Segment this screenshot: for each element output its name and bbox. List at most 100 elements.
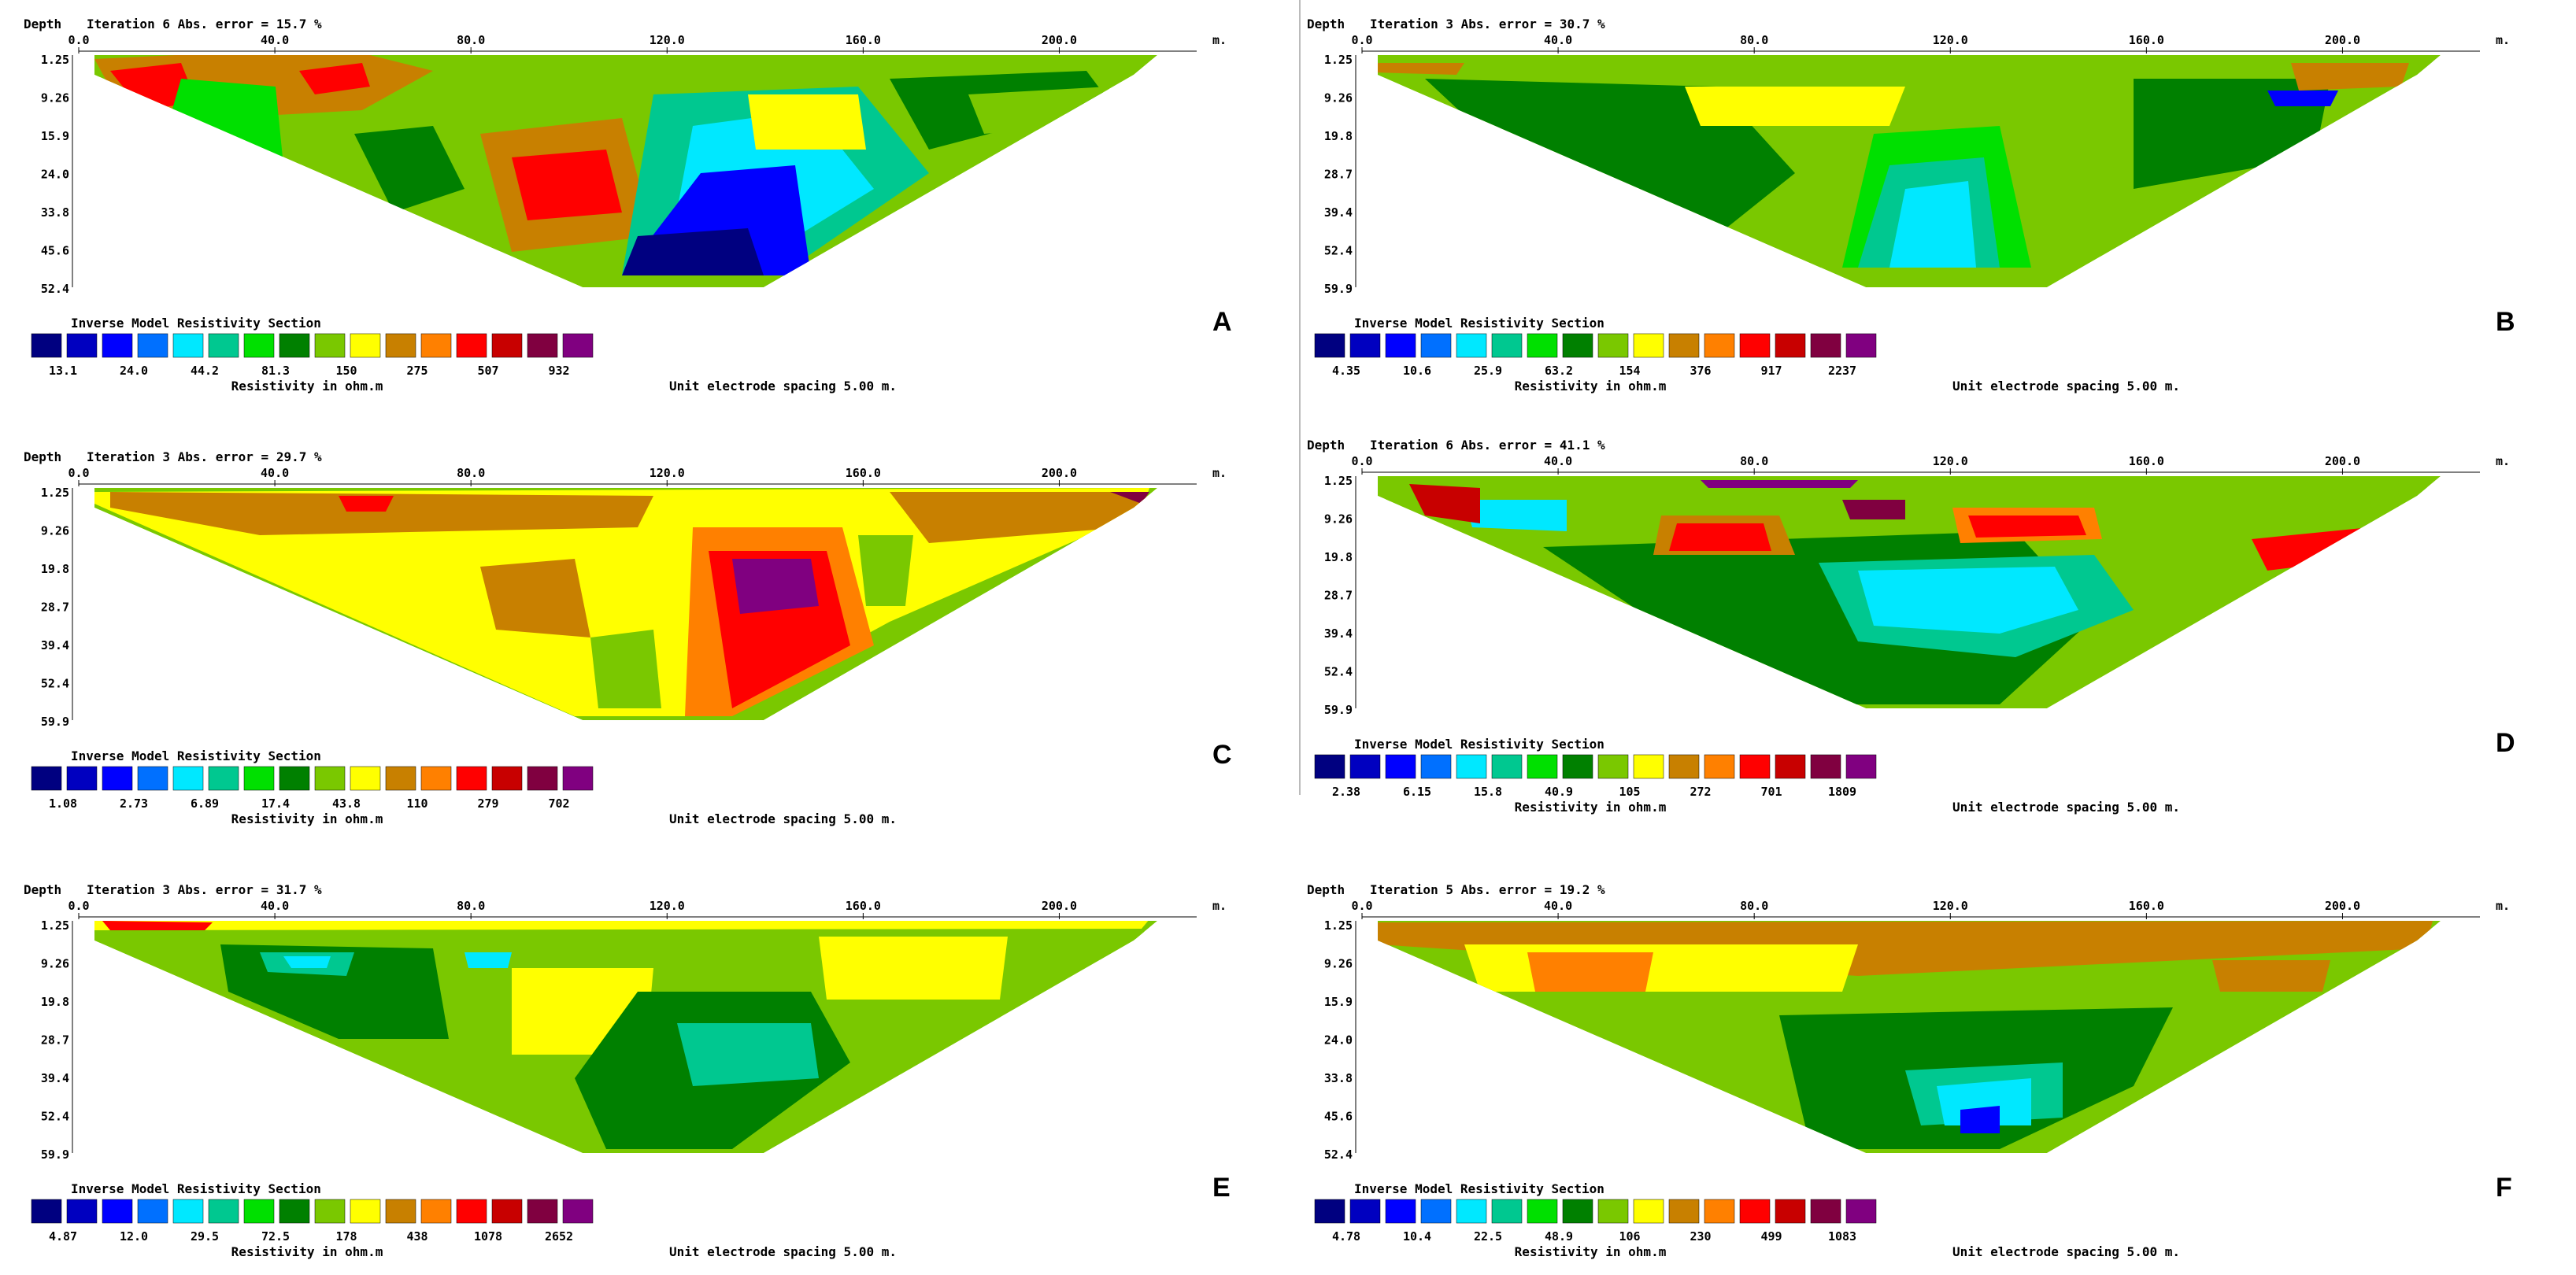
depth-axis-title: Depth (24, 882, 61, 897)
resistivity-zone (1378, 921, 2433, 976)
resistivity-zone (858, 535, 913, 606)
panel-E: Depth Iteration 3 Abs. error = 31.7 % 0.0 4… (24, 881, 1252, 1275)
pseudosection-figure: Depth Iteration 6 Abs. error = 15.7 % 0.0 4… (24, 17, 1232, 394)
colorbar-swatch (31, 333, 62, 358)
colorbar-value-label: 150 (335, 364, 357, 378)
colorbar-swatch (1349, 754, 1381, 779)
colorbar-value-label: 4.87 (49, 1229, 77, 1244)
colorbar-swatch (1562, 754, 1593, 779)
x-axis-unit: m. (1212, 33, 1227, 47)
depth-axis-title: Depth (1307, 882, 1345, 897)
colorbar-swatch (137, 333, 168, 358)
colorbar-swatch (1456, 754, 1487, 779)
colorbar-value-label: 507 (477, 364, 498, 378)
resistivity-zone (1527, 952, 1653, 992)
x-tick-label: 80.0 (457, 466, 485, 480)
resistivity-zone (1889, 181, 1976, 268)
colorbar-swatch (1810, 333, 1841, 358)
depth-tick-label: 52.4 (41, 282, 69, 296)
depth-tick-label: 59.9 (41, 715, 69, 729)
colorbar-swatch (243, 333, 275, 358)
electrode-spacing-label: Unit electrode spacing 5.00 m. (1952, 800, 2180, 815)
depth-tick-label: 19.8 (1324, 550, 1353, 564)
resistivity-zone (2267, 91, 2338, 106)
x-tick-label: 120.0 (1933, 33, 1968, 47)
colorbar-swatch (1491, 754, 1523, 779)
colorbar-swatch (1668, 333, 1700, 358)
resistivity-section (1378, 921, 2441, 1153)
resistivity-zone (1842, 500, 1905, 519)
x-tick-label: 80.0 (1740, 899, 1768, 913)
colorbar-value-label: 279 (477, 796, 498, 811)
panel-C: Depth Iteration 3 Abs. error = 29.7 % 0.0 4… (24, 449, 1252, 842)
depth-tick-label: 59.9 (41, 1148, 69, 1162)
colorbar-swatch (243, 766, 275, 791)
colorbar-swatch (1810, 754, 1841, 779)
colorbar-swatch (1527, 754, 1558, 779)
depth-tick-label: 52.4 (1324, 665, 1353, 679)
colorbar-swatch (1456, 1199, 1487, 1224)
depth-tick-label: 28.7 (1324, 168, 1353, 182)
x-tick-label: 120.0 (1933, 899, 1968, 913)
colorbar-value-label: 63.2 (1545, 364, 1573, 378)
iteration-header: Iteration 6 Abs. error = 15.7 % (87, 17, 322, 31)
x-tick-label: 160.0 (846, 899, 881, 913)
colorbar-title: Inverse Model Resistivity Section (1354, 1181, 1604, 1196)
resistivity-zone (2212, 960, 2330, 992)
colorbar-units-label: Resistivity in ohm.m (1515, 379, 1667, 394)
depth-tick-label: 19.8 (41, 995, 69, 1009)
depth-tick-label: 24.0 (41, 168, 69, 182)
panel-letter: A (1212, 307, 1232, 337)
x-tick-label: 40.0 (261, 466, 289, 480)
colorbar-units-label: Resistivity in ohm.m (231, 811, 383, 826)
depth-tick-label: 9.26 (41, 957, 69, 971)
colorbar-swatch (31, 766, 62, 791)
colorbar-swatch (1775, 333, 1806, 358)
colorbar-value-label: 6.89 (191, 796, 219, 811)
colorbar-swatch (1845, 1199, 1877, 1224)
colorbar-swatch (1704, 333, 1735, 358)
depth-tick-label: 1.25 (1324, 53, 1353, 67)
colorbar-value-label: 1078 (474, 1229, 502, 1244)
colorbar-swatch (66, 333, 98, 358)
colorbar-swatch (102, 333, 133, 358)
x-tick-label: 80.0 (1740, 33, 1768, 47)
resistivity-zone (968, 87, 1110, 134)
colorbar-swatch (1420, 1199, 1452, 1224)
colorbar-value-label: 2.73 (120, 796, 148, 811)
colorbar-swatch (385, 1199, 416, 1224)
colorbar-value-label: 2.38 (1332, 785, 1360, 799)
colorbar-swatch (1314, 333, 1345, 358)
colorbar-value-label: 2652 (545, 1229, 573, 1244)
resistivity-zone (354, 126, 464, 213)
resistivity-section (94, 488, 1157, 720)
resistivity-section (94, 55, 1157, 287)
depth-tick-label: 28.7 (1324, 589, 1353, 603)
resistivity-zone (590, 630, 661, 708)
colorbar-swatch (1456, 333, 1487, 358)
resistivity-zone (94, 921, 1149, 930)
colorbar-value-label: 499 (1760, 1229, 1782, 1244)
pseudosection-figure: Depth Iteration 3 Abs. error = 31.7 % 0.0 4… (24, 882, 1231, 1259)
x-tick-label: 0.0 (68, 899, 89, 913)
pseudosection-figure: Depth Iteration 5 Abs. error = 19.2 % 0.0 4… (1307, 882, 2512, 1259)
colorbar-swatch (1562, 333, 1593, 358)
colorbar-swatch (1775, 754, 1806, 779)
resistivity-zone (464, 952, 512, 968)
resistivity-zone (1464, 500, 1567, 531)
colorbar-swatch (1385, 333, 1416, 358)
resistivity-section (1378, 55, 2441, 287)
x-tick-label: 0.0 (1351, 33, 1372, 47)
resistivity-section (1378, 476, 2441, 708)
depth-tick-label: 39.4 (1324, 205, 1353, 220)
colorbar-swatch (420, 333, 452, 358)
depth-tick-label: 1.25 (41, 486, 69, 500)
colorbar-value-label: 4.78 (1332, 1229, 1360, 1244)
depth-tick-label: 9.26 (41, 524, 69, 538)
resistivity-zone (480, 559, 590, 638)
panel-letter: D (2496, 728, 2515, 758)
panel-letter: E (1212, 1173, 1231, 1203)
depth-tick-label: 9.26 (41, 91, 69, 105)
colorbar-swatch (137, 766, 168, 791)
resistivity-zone (1858, 567, 2078, 634)
